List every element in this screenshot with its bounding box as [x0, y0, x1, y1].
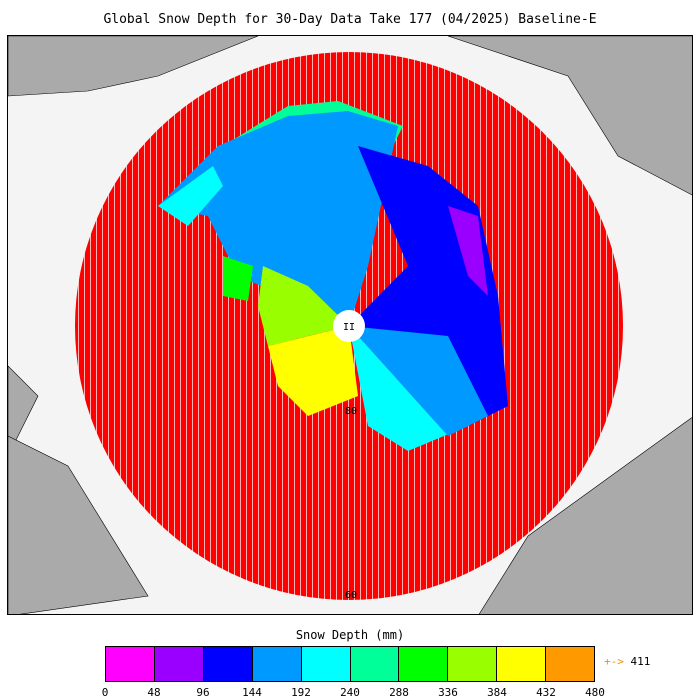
colorbar-swatch — [497, 647, 547, 681]
colorbar-tick-label: 288 — [389, 686, 409, 699]
land-asia — [478, 417, 692, 614]
colorbar-tick-label: 144 — [242, 686, 262, 699]
chart-title: Global Snow Depth for 30-Day Data Take 1… — [103, 12, 597, 27]
colorbar-swatch — [350, 647, 400, 681]
colorbar-tick-label: 432 — [536, 686, 556, 699]
colorbar-swatch — [448, 647, 498, 681]
region-purple — [448, 206, 488, 296]
max-value-label: +-> 411 — [604, 655, 650, 668]
region-green-west — [223, 256, 253, 301]
polar-map-svg: II 80 60 — [8, 36, 692, 614]
land-west — [8, 435, 149, 614]
colorbar-tick-label: 192 — [291, 686, 311, 699]
latitude-label-80: 80 — [345, 406, 357, 417]
max-marker: +-> — [604, 655, 624, 668]
colorbar-swatch — [252, 647, 302, 681]
colorbar-swatch — [203, 647, 253, 681]
land-north-america — [8, 36, 259, 457]
colorbar-swatch — [301, 647, 351, 681]
colorbar-tick-label: 0 — [101, 686, 109, 699]
colorbar-swatch — [154, 647, 204, 681]
pole-hole — [333, 310, 365, 342]
colorbar-tick-label: 384 — [487, 686, 507, 699]
land-greenland-europe — [447, 36, 692, 196]
colorbar-tick-label: 336 — [438, 686, 458, 699]
region-cyan-nw — [158, 166, 223, 226]
colorbar-tick-label: 480 — [585, 686, 605, 699]
region-yellow — [268, 326, 358, 416]
colorbar-tick-label: 48 — [147, 686, 161, 699]
max-value: 411 — [630, 655, 651, 668]
colorbar — [105, 646, 595, 682]
colorbar-tick-label: 240 — [340, 686, 360, 699]
colorbar-swatch — [399, 647, 449, 681]
colorbar-swatch — [106, 647, 155, 681]
colorbar-swatch — [546, 647, 595, 681]
region-blue-south — [349, 326, 488, 436]
region-yellowgreen — [258, 266, 349, 346]
colorbar-title: Snow Depth (mm) — [295, 628, 405, 642]
region-blue-light — [158, 111, 398, 326]
colorbar-tick-label: 96 — [196, 686, 210, 699]
snow-depth-map: II 80 60 — [7, 35, 693, 615]
latitude-label-60: 60 — [345, 590, 357, 601]
pole-label: II — [343, 322, 355, 333]
